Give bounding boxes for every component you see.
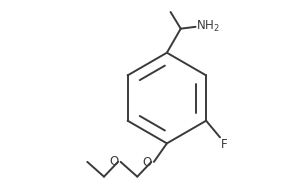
Text: NH$_2$: NH$_2$ (196, 19, 220, 34)
Text: F: F (221, 138, 228, 151)
Text: O: O (109, 155, 118, 168)
Text: O: O (143, 156, 152, 169)
